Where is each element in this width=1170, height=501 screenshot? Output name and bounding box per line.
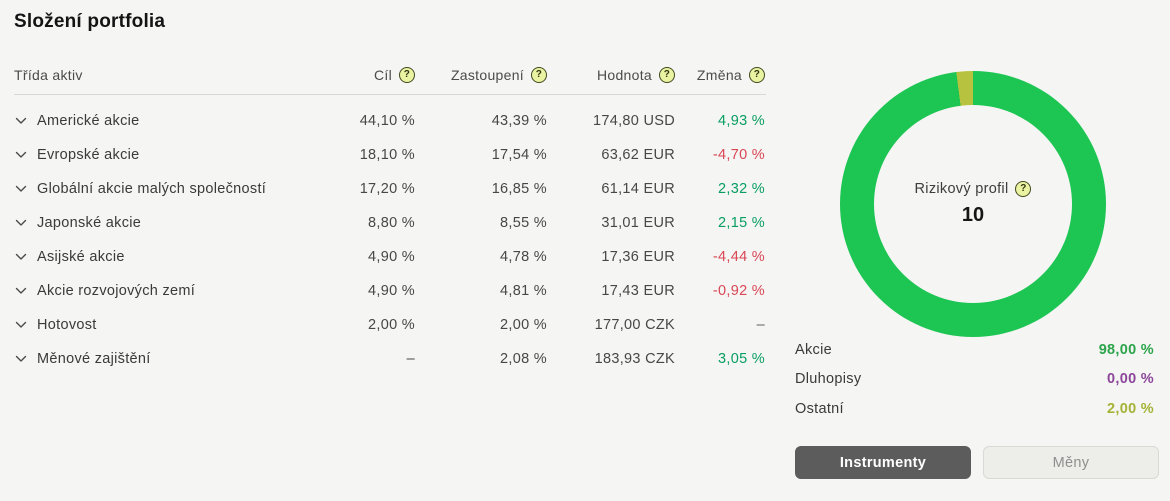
column-header-change: Změna ? bbox=[675, 67, 765, 83]
help-icon[interactable]: ? bbox=[399, 67, 415, 83]
chevron-down-icon[interactable] bbox=[14, 253, 27, 261]
change-cell: 2,32 % bbox=[718, 181, 765, 197]
risk-donut-chart: Rizikový profil ? 10 bbox=[840, 71, 1106, 337]
column-header-allocation: Zastoupení ? bbox=[415, 67, 547, 83]
column-header-value: Hodnota ? bbox=[547, 67, 675, 83]
currencies-button[interactable]: Měny bbox=[983, 446, 1159, 479]
change-cell: 3,05 % bbox=[718, 351, 765, 367]
allocation-cell: 8,55 % bbox=[500, 215, 547, 231]
value-cell: 17,36 EUR bbox=[601, 249, 675, 265]
change-cell: 4,93 % bbox=[718, 113, 765, 129]
change-cell: -0,92 % bbox=[712, 283, 765, 299]
help-icon[interactable]: ? bbox=[659, 67, 675, 83]
target-cell: 44,10 % bbox=[359, 113, 415, 129]
value-cell: 61,14 EUR bbox=[601, 181, 675, 197]
panel-tab-buttons: Instrumenty Měny bbox=[795, 446, 1159, 479]
target-cell: 8,80 % bbox=[368, 215, 415, 231]
chevron-down-icon[interactable] bbox=[14, 117, 27, 125]
target-cell: 4,90 % bbox=[368, 249, 415, 265]
chevron-down-icon[interactable] bbox=[14, 219, 27, 227]
donut-hole: Rizikový profil ? 10 bbox=[874, 105, 1072, 303]
column-header-asset-class: Třída aktiv bbox=[14, 67, 83, 83]
risk-profile-label: Rizikový profil ? bbox=[915, 181, 1032, 197]
asset-name: Evropské akcie bbox=[37, 147, 140, 163]
instruments-button[interactable]: Instrumenty bbox=[795, 446, 971, 479]
table-row[interactable]: Asijské akcie 4,90 % 4,78 % 17,36 EUR -4… bbox=[14, 240, 766, 274]
table-row[interactable]: Globální akcie malých společností 17,20 … bbox=[14, 172, 766, 206]
table-row[interactable]: Hotovost 2,00 % 2,00 % 177,00 CZK – bbox=[14, 308, 766, 342]
value-cell: 17,43 EUR bbox=[601, 283, 675, 299]
legend-item: Akcie 98,00 % bbox=[795, 335, 1154, 365]
legend-label: Ostatní bbox=[795, 400, 844, 417]
table-row[interactable]: Evropské akcie 18,10 % 17,54 % 63,62 EUR… bbox=[14, 138, 766, 172]
change-cell: 2,15 % bbox=[718, 215, 765, 231]
chevron-down-icon[interactable] bbox=[14, 355, 27, 363]
asset-name: Akcie rozvojových zemí bbox=[37, 283, 196, 299]
change-cell: -4,44 % bbox=[712, 249, 765, 265]
risk-panel: Rizikový profil ? 10 Akcie 98,00 % Dluho… bbox=[793, 0, 1159, 501]
page-title: Složení portfolia bbox=[14, 11, 166, 32]
allocation-cell: 16,85 % bbox=[491, 181, 547, 197]
chevron-down-icon[interactable] bbox=[14, 185, 27, 193]
help-icon[interactable]: ? bbox=[1015, 181, 1032, 197]
table-row[interactable]: Měnové zajištění – 2,08 % 183,93 CZK 3,0… bbox=[14, 342, 766, 376]
allocation-cell: 43,39 % bbox=[491, 113, 547, 129]
legend-label: Dluhopisy bbox=[795, 371, 862, 388]
table-row[interactable]: Japonské akcie 8,80 % 8,55 % 31,01 EUR 2… bbox=[14, 206, 766, 240]
chevron-down-icon[interactable] bbox=[14, 151, 27, 159]
chart-legend: Akcie 98,00 % Dluhopisy 0,00 % Ostatní 2… bbox=[795, 335, 1154, 424]
legend-item: Ostatní 2,00 % bbox=[795, 394, 1154, 424]
value-cell: 183,93 CZK bbox=[594, 351, 675, 367]
allocation-cell: 2,00 % bbox=[500, 317, 547, 333]
legend-value: 0,00 % bbox=[1107, 371, 1154, 388]
chevron-down-icon[interactable] bbox=[14, 287, 27, 295]
change-cell: -4,70 % bbox=[712, 147, 765, 163]
target-cell: 18,10 % bbox=[359, 147, 415, 163]
allocation-cell: 4,78 % bbox=[500, 249, 547, 265]
change-cell: – bbox=[756, 317, 765, 333]
allocation-cell: 4,81 % bbox=[500, 283, 547, 299]
target-cell: 17,20 % bbox=[359, 181, 415, 197]
table-header: Třída aktiv Cíl ? Zastoupení ? Hodnota ?… bbox=[14, 64, 766, 86]
table-row[interactable]: Akcie rozvojových zemí 4,90 % 4,81 % 17,… bbox=[14, 274, 766, 308]
asset-name: Asijské akcie bbox=[37, 249, 125, 265]
help-icon[interactable]: ? bbox=[749, 67, 765, 83]
legend-value: 2,00 % bbox=[1107, 400, 1154, 417]
asset-name: Hotovost bbox=[37, 317, 97, 333]
value-cell: 174,80 USD bbox=[593, 113, 675, 129]
chevron-down-icon[interactable] bbox=[14, 321, 27, 329]
allocation-cell: 2,08 % bbox=[500, 351, 547, 367]
target-cell: 2,00 % bbox=[368, 317, 415, 333]
column-header-target: Cíl ? bbox=[294, 67, 415, 83]
asset-name: Japonské akcie bbox=[37, 215, 142, 231]
header-divider bbox=[14, 94, 766, 95]
legend-item: Dluhopisy 0,00 % bbox=[795, 365, 1154, 395]
target-cell: – bbox=[406, 351, 415, 367]
asset-table: Třída aktiv Cíl ? Zastoupení ? Hodnota ?… bbox=[14, 64, 766, 376]
risk-profile-value: 10 bbox=[961, 204, 985, 226]
asset-name: Měnové zajištění bbox=[37, 351, 151, 367]
asset-name: Americké akcie bbox=[37, 113, 140, 129]
allocation-cell: 17,54 % bbox=[491, 147, 547, 163]
asset-name: Globální akcie malých společností bbox=[37, 181, 267, 197]
value-cell: 63,62 EUR bbox=[601, 147, 675, 163]
value-cell: 177,00 CZK bbox=[594, 317, 675, 333]
table-body: Americké akcie 44,10 % 43,39 % 174,80 US… bbox=[14, 104, 766, 376]
legend-label: Akcie bbox=[795, 341, 832, 358]
help-icon[interactable]: ? bbox=[531, 67, 547, 83]
value-cell: 31,01 EUR bbox=[601, 215, 675, 231]
target-cell: 4,90 % bbox=[368, 283, 415, 299]
table-row[interactable]: Americké akcie 44,10 % 43,39 % 174,80 US… bbox=[14, 104, 766, 138]
legend-value: 98,00 % bbox=[1098, 341, 1154, 358]
